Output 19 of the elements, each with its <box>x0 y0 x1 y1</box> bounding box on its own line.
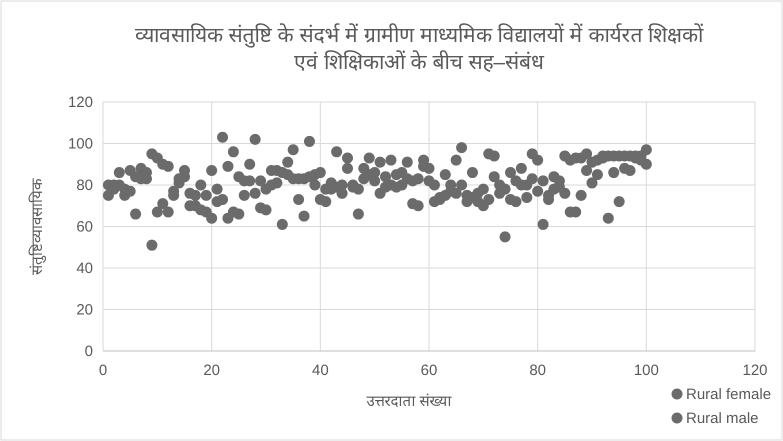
y-tick-label: 80 <box>76 177 93 194</box>
x-tick-label: 60 <box>420 362 438 379</box>
y-tick-label: 60 <box>76 218 93 236</box>
x-tick-label: 0 <box>98 362 108 379</box>
legend-label: Rural female <box>686 386 772 403</box>
x-tick-label: 40 <box>312 362 329 379</box>
x-tick-label: 120 <box>742 362 768 379</box>
legend-label: Rural male <box>686 410 759 427</box>
y-tick-label: 20 <box>76 302 93 318</box>
x-axis-title: उत्तरदाता संख्या <box>366 393 453 410</box>
y-tick-label: 120 <box>68 94 93 111</box>
x-tick-label: 20 <box>203 362 220 379</box>
y-tick-label: 0 <box>84 343 93 360</box>
x-tick-label: 100 <box>634 362 659 379</box>
y-axis-title: संतुष्टिव्यावसायिक <box>28 178 47 275</box>
y-tick-label: 40 <box>76 260 93 277</box>
x-tick-label: 80 <box>529 362 546 379</box>
chart-title: व्यावसायिक संतुष्टि के संदर्भ में ग्रामीण माध्यमिक विद्यालयों में कार्यरत शिक्षकों एवं शिक्षिकाओं के बीच सह–संबंध <box>134 23 704 74</box>
y-tick-label: 100 <box>68 136 93 152</box>
